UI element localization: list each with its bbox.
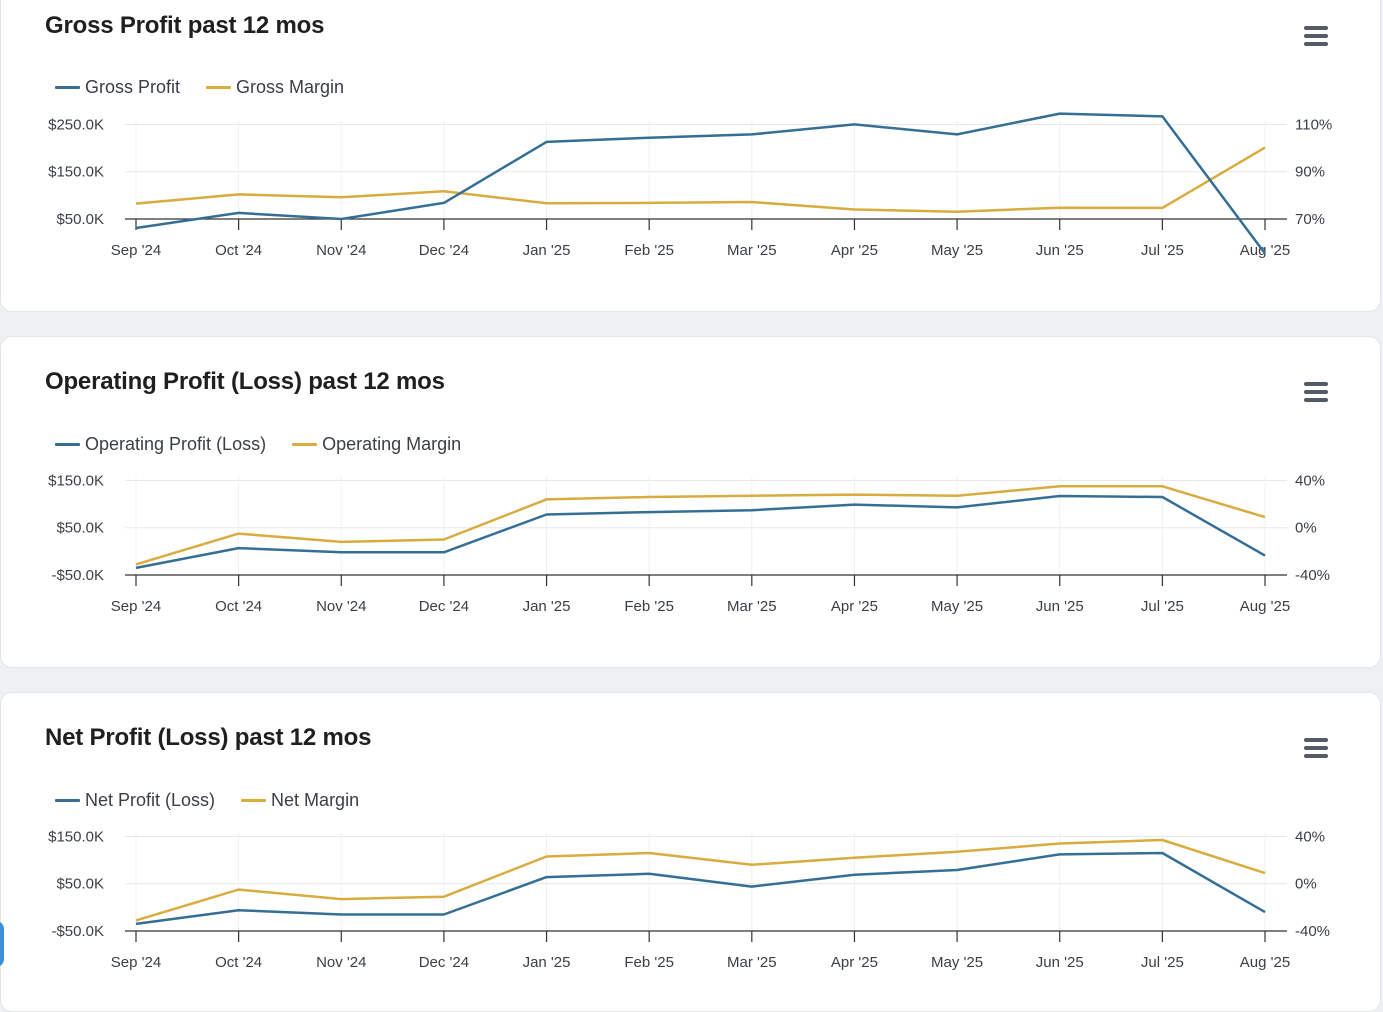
side-panel-tab[interactable] (0, 921, 4, 967)
series-line-gross-profit[interactable] (135, 112, 1267, 255)
chart-title: Operating Profit (Loss) past 12 mos (45, 368, 445, 395)
y-right-tick-label: 0% (1295, 876, 1317, 893)
y-right-tick-label: 0% (1295, 520, 1317, 537)
y-left-tick-label: $150.0K (48, 472, 104, 489)
y-left-tick-label: $250.0K (48, 116, 104, 133)
net-profit-card: Net Profit (Loss) past 12 mos Net Profit… (0, 692, 1381, 1012)
x-tick-label: Jan '25 (523, 598, 571, 615)
legend-swatch (241, 799, 267, 802)
x-tick-label: Jan '25 (523, 242, 571, 259)
net-profit-chart: Sep '24 Oct '24 Nov '24 Dec '24 Jan '25 Feb '… (48, 828, 1330, 971)
x-tick-label: Oct '24 (215, 954, 262, 971)
x-tick-label: May '25 (931, 242, 983, 259)
x-tick-label: Mar '25 (727, 954, 777, 971)
x-tick-label: Dec '24 (419, 598, 469, 615)
legend-item-operating-margin[interactable]: Operating Margin (292, 434, 461, 455)
x-tick-label: Oct '24 (215, 242, 262, 259)
x-tick-label: Feb '25 (624, 954, 674, 971)
x-tick-label: Feb '25 (624, 242, 674, 259)
y-right-tick-label: 110% (1295, 116, 1332, 133)
x-tick-label: Aug '25 (1240, 242, 1290, 259)
series-line-operating-margin[interactable] (135, 485, 1266, 566)
series-line-gross-margin[interactable] (135, 146, 1266, 213)
y-right-tick-label: 40% (1295, 828, 1325, 845)
chart-legend: Gross Profit Gross Margin (55, 77, 344, 98)
x-tick-label: Jun '25 (1036, 242, 1084, 259)
y-left-tick-label: $50.0K (56, 520, 104, 537)
operating-profit-card: Operating Profit (Loss) past 12 mos Oper… (0, 336, 1381, 668)
legend-swatch (55, 799, 80, 802)
y-right-tick-label: -40% (1295, 923, 1330, 940)
x-tick-label: Aug '25 (1240, 954, 1290, 971)
legend-item-operating-profit[interactable]: Operating Profit (Loss) (55, 434, 266, 455)
legend-swatch (55, 443, 80, 446)
x-tick-label: Jun '25 (1036, 954, 1084, 971)
chart-title: Net Profit (Loss) past 12 mos (45, 724, 372, 751)
x-tick-label: May '25 (931, 954, 983, 971)
legend-label: Net Margin (271, 790, 360, 810)
y-left-tick-label: $150.0K (48, 164, 104, 181)
gross-profit-card: Gross Profit past 12 mos Gross Profit Gr… (0, 0, 1381, 312)
x-tick-label: Oct '24 (215, 598, 262, 615)
y-right-tick-label: 70% (1295, 211, 1325, 228)
legend-swatch (55, 86, 80, 89)
legend-label: Gross Margin (236, 77, 345, 97)
x-tick-label: Dec '24 (419, 954, 469, 971)
x-tick-label: Feb '25 (624, 598, 674, 615)
x-tick-label: Jan '25 (523, 954, 571, 971)
legend-swatch (206, 86, 232, 89)
x-tick-label: Apr '25 (831, 954, 878, 971)
x-tick-label: Jul '25 (1141, 954, 1184, 971)
x-tick-label: Jul '25 (1141, 242, 1184, 259)
y-right-tick-label: 40% (1295, 472, 1325, 489)
gross-profit-chart: Sep '24 Oct '24 Nov '24 Dec '24 Jan '25 Feb '… (48, 112, 1332, 259)
chart-legend: Operating Profit (Loss) Operating Margin (55, 434, 461, 455)
x-tick-label: Mar '25 (727, 242, 777, 259)
legend-item-gross-profit[interactable]: Gross Profit (55, 77, 180, 98)
x-tick-label: Jun '25 (1036, 598, 1084, 615)
y-left-tick-label: $50.0K (56, 211, 104, 228)
x-tick-label: Jul '25 (1141, 598, 1184, 615)
operating-profit-chart: Sep '24 Oct '24 Nov '24 Dec '24 Jan '25 Feb '… (48, 472, 1330, 615)
x-tick-label: Dec '24 (419, 242, 469, 259)
x-tick-label: Mar '25 (727, 598, 777, 615)
series-line-net-profit-loss[interactable] (135, 851, 1266, 926)
x-tick-label: May '25 (931, 598, 983, 615)
x-tick-label: Apr '25 (831, 242, 878, 259)
x-tick-label: Nov '24 (316, 954, 366, 971)
chart-menu-hamburger-icon[interactable] (1304, 26, 1328, 46)
x-tick-label: Nov '24 (316, 242, 366, 259)
y-right-tick-label: -40% (1295, 567, 1330, 584)
legend-label: Operating Profit (Loss) (85, 434, 267, 454)
series-line-net-margin[interactable] (135, 838, 1266, 922)
series-line-operating-profit-loss[interactable] (135, 494, 1266, 570)
x-tick-label: Sep '24 (111, 242, 161, 259)
legend-item-gross-margin[interactable]: Gross Margin (206, 77, 344, 98)
legend-item-net-margin[interactable]: Net Margin (241, 790, 359, 811)
legend-label: Net Profit (Loss) (85, 790, 216, 810)
chart-menu-hamburger-icon[interactable] (1304, 738, 1328, 758)
y-right-tick-label: 90% (1295, 164, 1325, 181)
legend-label: Operating Margin (322, 434, 462, 454)
x-tick-label: Sep '24 (111, 954, 161, 971)
y-left-tick-label: -$50.0K (51, 567, 104, 584)
x-tick-label: Apr '25 (831, 598, 878, 615)
y-left-tick-label: $150.0K (48, 828, 104, 845)
x-tick-label: Nov '24 (316, 598, 366, 615)
legend-item-net-profit[interactable]: Net Profit (Loss) (55, 790, 215, 811)
y-left-tick-label: -$50.0K (51, 923, 104, 940)
y-left-tick-label: $50.0K (56, 876, 104, 893)
legend-swatch (292, 443, 318, 446)
x-tick-label: Sep '24 (111, 598, 161, 615)
chart-legend: Net Profit (Loss) Net Margin (55, 790, 359, 811)
chart-menu-hamburger-icon[interactable] (1304, 382, 1328, 402)
chart-title: Gross Profit past 12 mos (45, 12, 325, 39)
legend-label: Gross Profit (85, 77, 181, 97)
x-tick-label: Aug '25 (1240, 598, 1290, 615)
